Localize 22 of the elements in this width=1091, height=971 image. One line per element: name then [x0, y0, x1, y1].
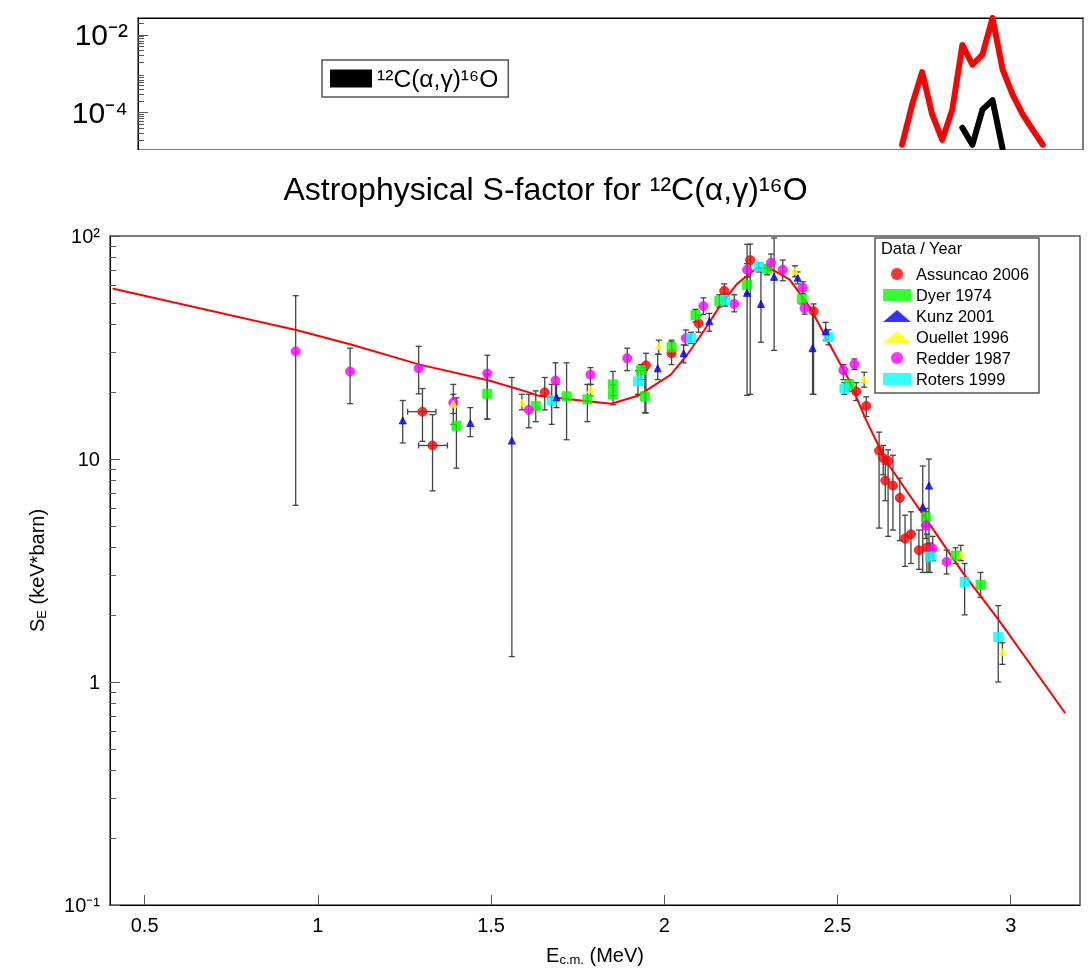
- x-tick-label: 3: [1005, 914, 1017, 936]
- x-tick-label: 2.5: [823, 914, 852, 936]
- y-tick-label: 10⁻²: [74, 18, 129, 52]
- y-tick-label: 10⁻¹: [64, 894, 101, 916]
- chart-title: Astrophysical S-factor for ¹²C(α,γ)¹⁶O: [283, 171, 808, 207]
- y-tick-label: 10²: [71, 225, 101, 247]
- legend-label: Assuncao 2006: [916, 265, 1029, 283]
- legend-label: Kunz 2001: [916, 307, 995, 325]
- y-tick-label: 1: [88, 671, 100, 693]
- legend-label: Roters 1999: [916, 370, 1006, 388]
- legend-label: ¹²C(α,γ)¹⁶O: [377, 65, 499, 92]
- y-tick-label: 10⁻⁴: [71, 96, 128, 130]
- x-tick-label: 1: [312, 914, 324, 936]
- legend-label: Dyer 1974: [916, 286, 992, 304]
- x-tick-label: 1.5: [477, 914, 505, 936]
- legend-title: Data / Year: [881, 239, 963, 257]
- legend-label: Ouellet 1996: [916, 328, 1009, 346]
- legend-label: Redder 1987: [916, 349, 1011, 367]
- y-tick-label: 10: [77, 448, 100, 470]
- x-tick-label: 0.5: [130, 914, 159, 936]
- x-tick-label: 2: [658, 914, 670, 936]
- y-axis-title: SE (keV*barn): [25, 508, 49, 633]
